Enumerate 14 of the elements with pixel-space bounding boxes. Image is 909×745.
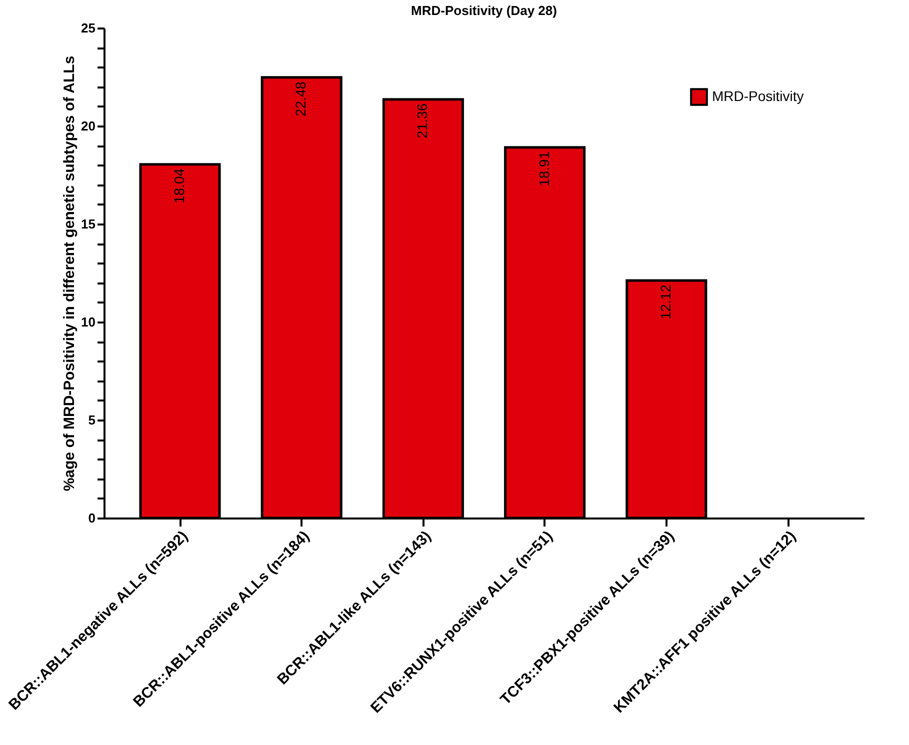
y-tick-label: 25: [81, 20, 96, 36]
data-label: 18.04: [171, 168, 187, 204]
y-tick-label: 20: [81, 118, 96, 134]
y-tick-label: 5: [88, 412, 96, 428]
data-label: 22.48: [292, 81, 309, 116]
data-label: 18.91: [536, 151, 552, 186]
chart-title: MRD-Positivity (Day 28): [411, 3, 557, 18]
y-tick-label: 10: [81, 314, 96, 330]
legend-label: MRD-Positivity: [712, 88, 804, 104]
y-tick-label: 15: [81, 216, 96, 232]
data-label: 12.12: [657, 284, 674, 320]
data-label: 21.36: [414, 103, 430, 138]
y-axis-title: %age of MRD-Positivity in different genetic subtypes of ALLs: [61, 56, 78, 492]
y-tick-label: 0: [88, 510, 96, 526]
